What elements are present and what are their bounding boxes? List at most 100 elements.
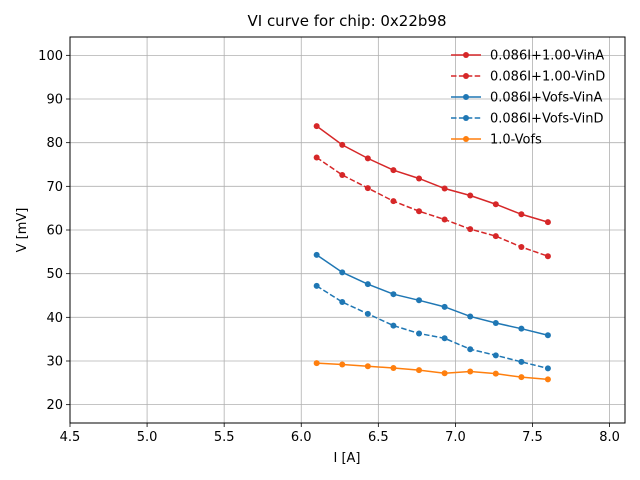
data-point xyxy=(518,244,525,251)
data-point xyxy=(441,185,448,192)
data-point xyxy=(339,299,346,306)
legend-marker xyxy=(463,52,469,58)
data-point xyxy=(467,346,474,353)
data-point xyxy=(544,376,551,383)
data-point xyxy=(339,141,346,148)
legend-entry: 0.086I+Vofs-VinA xyxy=(451,91,603,106)
legend-label: 0.086I+Vofs-VinA xyxy=(490,91,603,106)
data-point xyxy=(390,322,397,329)
y-tick-label: 30 xyxy=(46,354,63,369)
data-point xyxy=(339,269,346,276)
series-line xyxy=(316,125,549,223)
data-point xyxy=(416,208,423,215)
data-point xyxy=(313,360,320,367)
data-point xyxy=(364,281,371,288)
data-point xyxy=(416,330,423,337)
grid xyxy=(69,37,625,423)
y-axis-ticks: 20 30 40 50 60 70 80 90 100 xyxy=(38,49,70,413)
data-point xyxy=(544,219,551,226)
data-point xyxy=(467,192,474,199)
data-point xyxy=(313,123,320,130)
y-tick-label: 80 xyxy=(46,136,63,151)
legend-marker xyxy=(463,115,469,121)
y-tick-label: 20 xyxy=(46,398,63,413)
legend-label: 1.0-Vofs xyxy=(490,133,542,148)
data-point xyxy=(544,332,551,339)
data-point xyxy=(492,233,499,240)
data-point xyxy=(518,211,525,218)
y-tick-label: 60 xyxy=(46,224,63,239)
data-point xyxy=(441,335,448,342)
x-axis-title: I [A] xyxy=(333,451,360,466)
data-point xyxy=(313,282,320,289)
data-point xyxy=(467,226,474,233)
series-0.086I+1.00-VinD xyxy=(313,154,551,260)
data-point xyxy=(467,313,474,320)
legend-marker xyxy=(463,73,469,79)
data-point xyxy=(364,310,371,317)
data-point xyxy=(416,175,423,182)
chart-title: VI curve for chip: 0x22b98 xyxy=(247,12,446,30)
series-layer xyxy=(313,123,551,383)
y-tick-label: 90 xyxy=(46,93,63,108)
series-0.086I+Vofs-VinA xyxy=(313,251,551,339)
y-tick-label: 70 xyxy=(46,180,63,195)
legend-marker xyxy=(463,136,469,142)
data-point xyxy=(518,374,525,381)
data-point xyxy=(339,171,346,178)
series-0.086I+1.00-VinA xyxy=(313,123,551,226)
x-tick-label: 7.5 xyxy=(522,430,543,445)
legend-label: 0.086I+1.00-VinA xyxy=(490,49,604,64)
legend-entry: 0.086I+1.00-VinA xyxy=(451,49,604,64)
legend-label: 0.086I+1.00-VinD xyxy=(490,70,605,85)
x-tick-label: 4.5 xyxy=(60,430,81,445)
data-point xyxy=(364,363,371,370)
data-point xyxy=(492,370,499,377)
x-axis-ticks: 4.5 5.0 5.5 6.0 6.5 7.0 7.5 8.0 xyxy=(60,423,620,445)
data-point xyxy=(441,370,448,377)
data-point xyxy=(416,297,423,304)
data-point xyxy=(544,253,551,260)
x-tick-label: 6.5 xyxy=(368,430,389,445)
series-0.086I+Vofs-VinD xyxy=(313,282,551,372)
data-point xyxy=(416,367,423,374)
y-axis-title: V [mV] xyxy=(15,208,30,253)
legend: 0.086I+1.00-VinA 0.086I+1.00-VinD 0.086I+V… xyxy=(451,49,605,148)
data-point xyxy=(364,155,371,162)
data-point xyxy=(313,251,320,258)
legend-entry: 0.086I+1.00-VinD xyxy=(451,70,605,85)
data-point xyxy=(364,185,371,192)
data-point xyxy=(492,352,499,359)
series-line xyxy=(316,285,549,370)
y-tick-label: 50 xyxy=(46,267,63,282)
data-point xyxy=(492,320,499,327)
data-point xyxy=(518,358,525,365)
series-line xyxy=(316,254,549,336)
x-tick-label: 6.0 xyxy=(291,430,312,445)
data-point xyxy=(390,167,397,174)
legend-entry: 1.0-Vofs xyxy=(451,133,542,148)
legend-marker xyxy=(463,94,469,100)
data-point xyxy=(441,216,448,223)
data-point xyxy=(544,365,551,372)
data-point xyxy=(492,201,499,208)
legend-label: 0.086I+Vofs-VinD xyxy=(490,112,604,127)
data-point xyxy=(518,325,525,332)
series-1.0-Vofs xyxy=(313,360,551,383)
data-point xyxy=(339,361,346,368)
data-point xyxy=(467,368,474,375)
x-tick-label: 7.0 xyxy=(445,430,466,445)
x-tick-label: 5.0 xyxy=(137,430,158,445)
data-point xyxy=(390,198,397,205)
x-tick-label: 5.5 xyxy=(214,430,235,445)
y-tick-label: 100 xyxy=(38,49,63,64)
series-line xyxy=(316,156,549,257)
data-point xyxy=(390,291,397,298)
data-point xyxy=(441,303,448,310)
x-tick-label: 8.0 xyxy=(599,430,620,445)
data-point xyxy=(390,364,397,371)
data-point xyxy=(313,154,320,161)
y-tick-label: 40 xyxy=(46,311,63,326)
legend-entry: 0.086I+Vofs-VinD xyxy=(451,112,604,127)
